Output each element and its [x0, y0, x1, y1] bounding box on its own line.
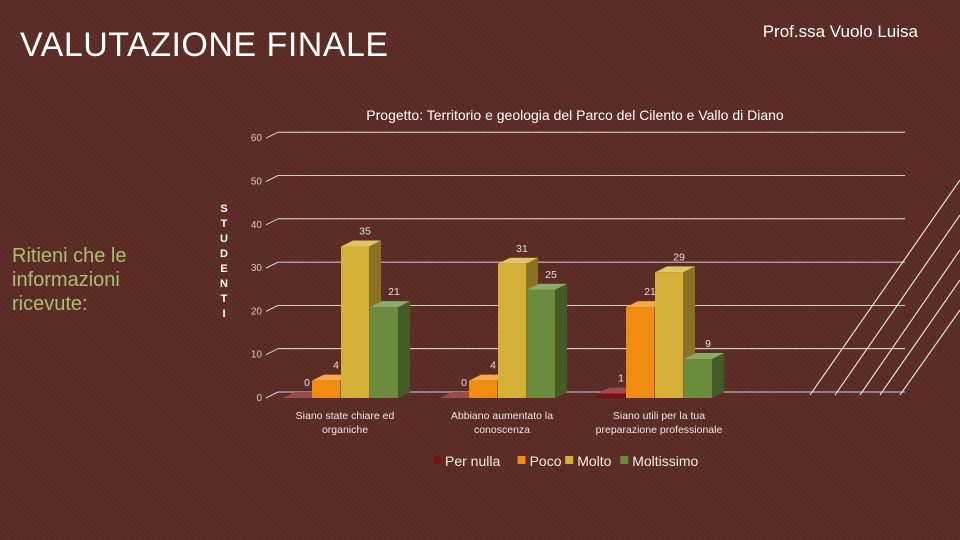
bar-front [341, 246, 369, 398]
data-label: 21 [644, 286, 656, 298]
data-label: 1 [618, 373, 624, 385]
bar-front [626, 307, 654, 398]
gridline-depth [265, 348, 279, 356]
legend-item: Poco [517, 453, 562, 469]
legend-item: Molto [565, 453, 612, 469]
bar-top [341, 240, 381, 247]
legend-label: Molto [577, 453, 611, 469]
bar-moltissimo: 9 [684, 338, 724, 398]
legend-item: Moltissimo [620, 453, 699, 469]
bar-top [655, 266, 695, 273]
question-text: Ritieni che le informazioni ricevute: [12, 245, 127, 315]
legend: Per nulla Poco Molto Moltissimo [433, 453, 699, 469]
bar-front [312, 380, 340, 398]
category-label: Siano state chiare ed organiche [296, 410, 395, 436]
category-label: Siano utili per la tua preparazione profe… [596, 410, 723, 436]
y-tick-label: 10 [251, 350, 263, 361]
data-label: 21 [388, 286, 400, 298]
data-label: 29 [673, 251, 685, 263]
bar-side [398, 301, 410, 398]
data-label: 31 [516, 243, 528, 255]
bar-front [655, 272, 683, 398]
chart-title: Progetto: Territorio e geologia del Parc… [366, 107, 784, 123]
data-label: 4 [333, 360, 339, 372]
data-label: 0 [304, 377, 310, 389]
bar-front [597, 393, 625, 398]
bar-moltissimo: 25 [527, 269, 567, 398]
legend-swatch [620, 456, 629, 464]
bar-side [712, 353, 724, 398]
data-label: 35 [359, 225, 371, 237]
y-tick-label: 50 [251, 177, 263, 188]
bar-top [498, 257, 538, 264]
data-label: 9 [705, 338, 711, 350]
bar-top [684, 353, 724, 360]
data-label: 4 [490, 360, 496, 372]
y-tick-label: 30 [251, 263, 263, 274]
gridline-depth [265, 305, 279, 312]
category-labels: Siano state chiare ed organiche Abbiano au… [296, 410, 723, 436]
author-name: Prof.ssa Vuolo Luisa [762, 22, 918, 41]
gridline-depth [265, 261, 279, 269]
data-label: 0 [461, 377, 467, 389]
gridline-depth [265, 218, 279, 226]
slide-title: VALUTAZIONE FINALE [20, 26, 389, 64]
legend-swatch [517, 456, 526, 464]
decorative-stripes [809, 180, 960, 396]
bar-front [684, 359, 712, 398]
gridline-depth [265, 131, 279, 139]
bar-front [469, 380, 497, 398]
legend-label: Poco [530, 453, 562, 469]
legend-swatch [433, 456, 441, 464]
y-tick-label: 20 [251, 306, 263, 317]
gridline-depth [265, 175, 279, 182]
bars: 0 4 35 21 0 4 31 25 1 21 29 9 [283, 225, 724, 399]
y-tick-label: 60 [251, 133, 263, 144]
bar-top [527, 283, 567, 290]
data-label: 25 [545, 269, 557, 281]
bar-front [370, 307, 398, 398]
category-label: Abbiano aumentato la conoscenza [451, 410, 553, 436]
bar-side [555, 283, 567, 398]
legend-item: Per nulla [433, 453, 500, 469]
y-tick-label: 0 [256, 393, 262, 404]
legend-swatch [565, 456, 574, 464]
bar-front [498, 263, 526, 398]
legend-label: Per nulla [445, 453, 500, 469]
y-tick-label: 40 [251, 220, 263, 231]
legend-label: Moltissimo [632, 453, 698, 469]
bar-top [370, 301, 410, 308]
gridline-depth [265, 391, 279, 399]
bar-moltissimo: 21 [370, 286, 410, 398]
bar-front [527, 289, 555, 398]
